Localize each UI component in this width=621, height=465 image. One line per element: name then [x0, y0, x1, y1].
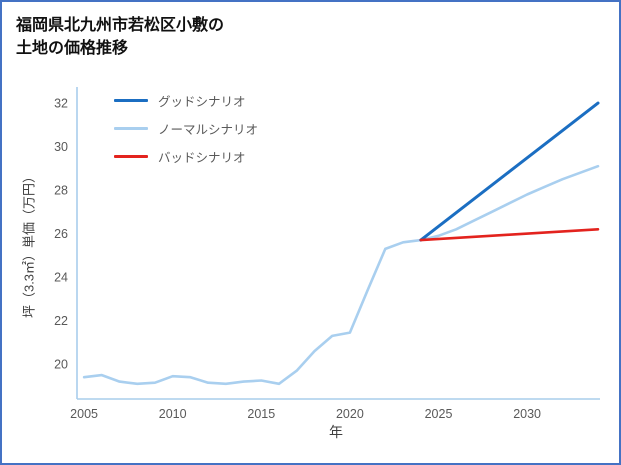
series-line-バッドシナリオ — [419, 228, 600, 242]
x-tick-label: 2030 — [513, 407, 541, 421]
y-tick-label: 22 — [54, 314, 68, 328]
legend-item-normal-scenario: ノーマルシナリオ — [114, 120, 259, 137]
y-tick-label: 28 — [54, 184, 68, 198]
legend-item-good-scenario: グッドシナリオ — [114, 92, 258, 109]
legend-label-normal-scenario: ノーマルシナリオ — [158, 122, 259, 137]
legend-item-bad-scenario: バッドシナリオ — [114, 148, 258, 165]
x-tick-label: 2025 — [425, 407, 453, 421]
y-axis-label: 坪（3.3㎡）単価（万円） — [21, 169, 37, 319]
legend-line-normal-scenario — [114, 126, 148, 130]
x-tick-label: 2020 — [336, 407, 364, 421]
y-tick-label: 20 — [54, 358, 68, 372]
y-tick-label: 26 — [54, 227, 68, 241]
legend-line-bad-scenario — [114, 154, 148, 158]
x-tick-label: 2005 — [70, 407, 98, 421]
series-line-実績 — [82, 238, 423, 386]
legend-line-good-scenario — [114, 98, 148, 102]
chart-legend: グッドシナリオ ノーマルシナリオ バッドシナリオ — [114, 92, 259, 165]
y-tick-label: 24 — [54, 271, 68, 285]
chart-title-line1: 福岡県北九州市若松区小敷の — [16, 17, 225, 34]
y-tick-label: 32 — [54, 97, 68, 111]
legend-label-good-scenario: グッドシナリオ — [158, 94, 246, 109]
series-line-グッドシナリオ — [419, 101, 600, 242]
y-tick-label: 30 — [54, 140, 68, 154]
x-tick-label: 2010 — [159, 407, 187, 421]
legend-label-bad-scenario: バッドシナリオ — [158, 150, 246, 165]
series-line-ノーマルシナリオ — [419, 164, 600, 242]
x-axis-label: 年 — [329, 424, 343, 440]
x-tick-label: 2015 — [247, 407, 275, 421]
chart-title-line2: 土地の価格推移 — [16, 40, 129, 58]
chart-title: 福岡県北九州市若松区小敷の 土地の価格推移 — [16, 14, 224, 60]
